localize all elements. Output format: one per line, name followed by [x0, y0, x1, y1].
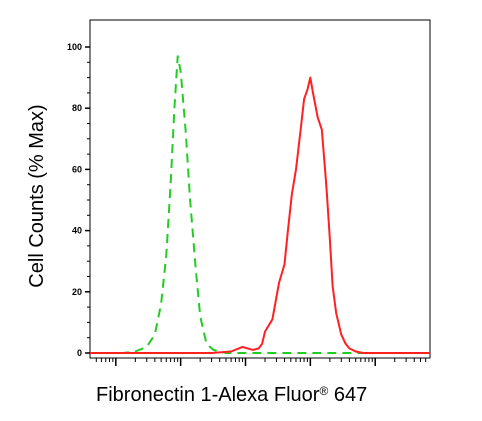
y-tick-label: 60 — [72, 164, 82, 174]
y-axis-ticks: 0 20 40 60 80 100 — [67, 42, 90, 358]
y-tick-label: 40 — [72, 226, 82, 236]
y-tick-label: 20 — [72, 287, 82, 297]
y-axis-title: Cell Counts (% Max) — [26, 104, 48, 287]
x-axis-title-superscript: ® — [319, 384, 328, 398]
series-line-2 — [90, 76, 430, 354]
series-line-1 — [90, 55, 430, 354]
x-axis-title-main: Fibronectin 1-Alexa Fluor — [96, 384, 320, 406]
x-axis-ticks — [95, 358, 427, 366]
series-layer — [90, 55, 430, 354]
y-tick-label: 80 — [72, 103, 82, 113]
y-tick-label: 100 — [67, 42, 82, 52]
x-axis-title: Fibronectin 1-Alexa Fluor® 647 — [96, 384, 367, 406]
plot-area-frame — [89, 19, 431, 359]
y-tick-label: 0 — [77, 348, 82, 358]
x-axis-title-suffix: 647 — [328, 384, 367, 406]
